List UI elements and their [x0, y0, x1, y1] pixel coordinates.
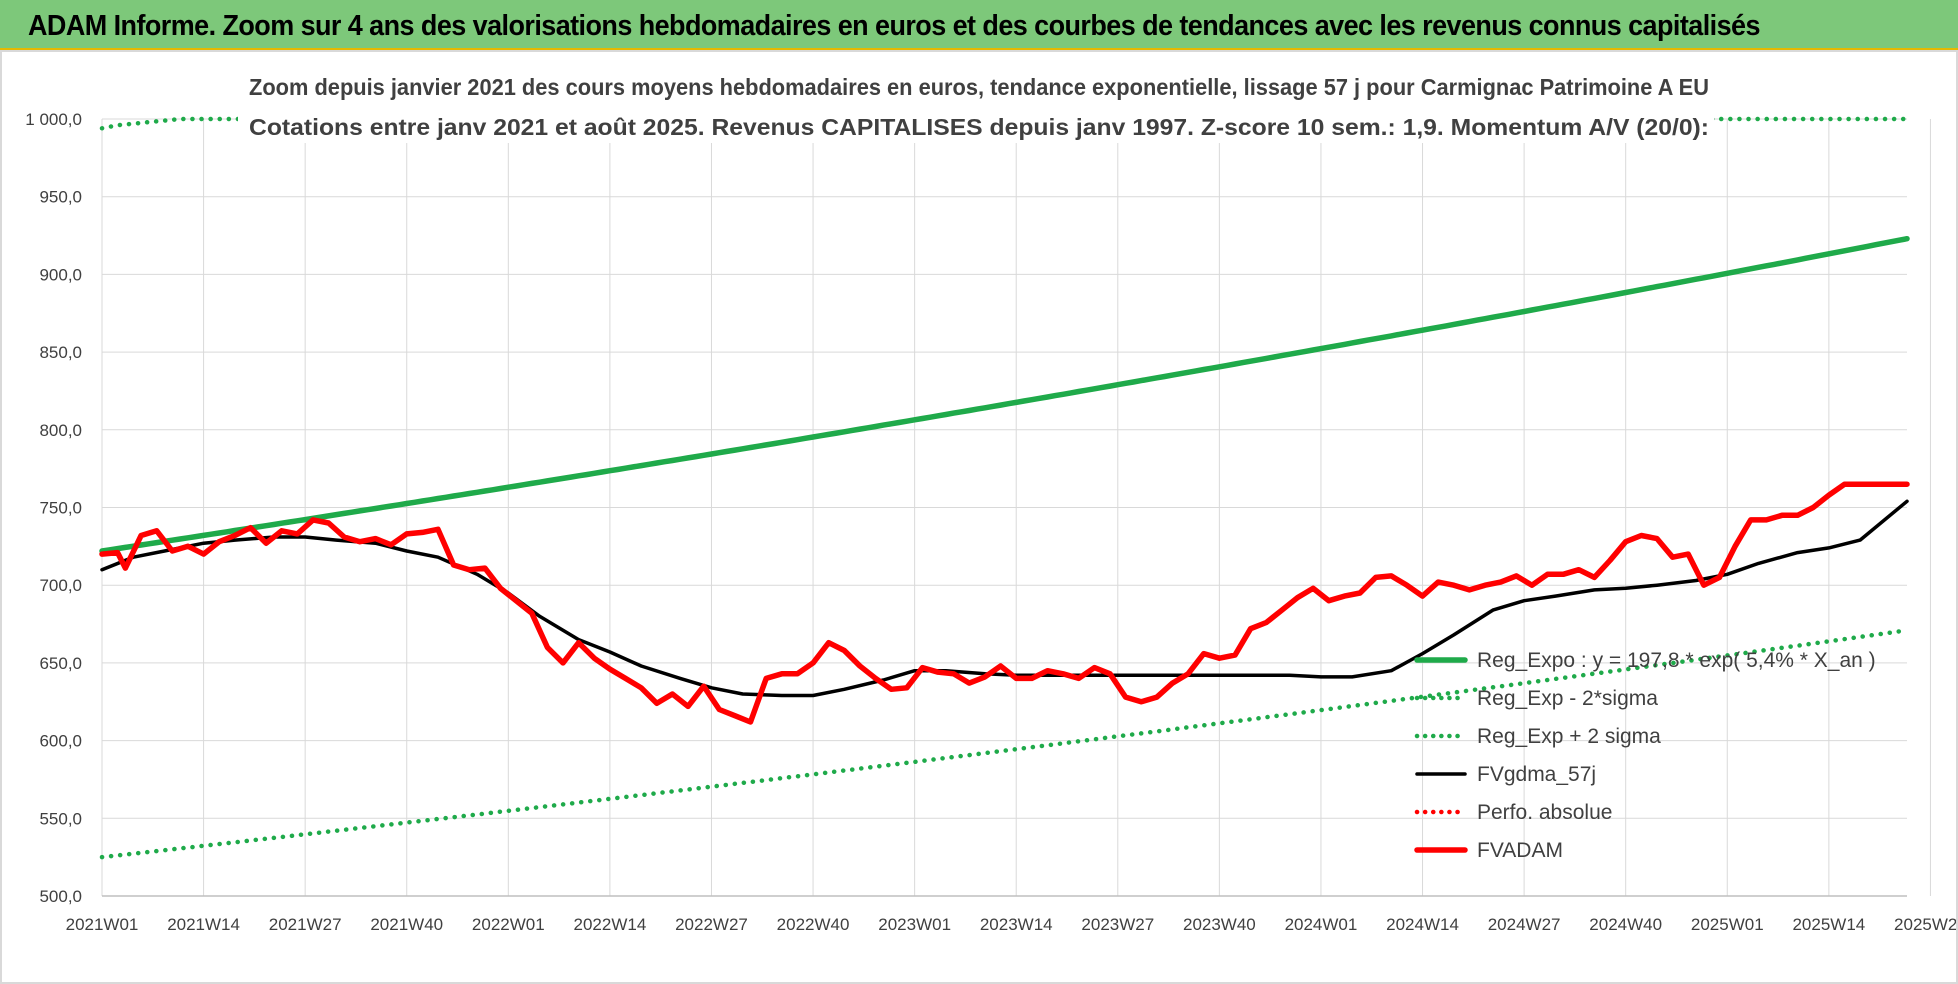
chart-title-line: Zoom depuis janvier 2021 des cours moyen…	[249, 74, 1709, 100]
x-tick-label: 2023W01	[878, 915, 951, 934]
x-tick-label: 2023W40	[1183, 915, 1256, 934]
series-line-3	[100, 499, 1909, 698]
x-tick-label: 2021W14	[167, 915, 240, 934]
x-tick-label: 2025W27	[1894, 915, 1956, 934]
legend-label: Reg_Exp - 2*sigma	[1477, 687, 1658, 710]
x-tick-label: 2024W14	[1386, 915, 1459, 934]
x-tick-label: 2021W40	[370, 915, 443, 934]
legend-label: FVADAM	[1477, 839, 1563, 862]
y-tick-label: 600,0	[39, 732, 82, 751]
x-tick-label: 2024W40	[1589, 915, 1662, 934]
chart-frame: 500,0 550,0 600,0 650,0 700,0 750,0 800,0 850,0…	[0, 50, 1958, 984]
x-tick-label: 2024W27	[1488, 915, 1561, 934]
x-tick-label: 2024W01	[1285, 915, 1358, 934]
x-tick-label: 2025W01	[1691, 915, 1764, 934]
y-tick-label: 850,0	[39, 343, 82, 362]
chart-title: Zoom depuis janvier 2021 des cours moyen…	[238, 67, 1714, 143]
y-tick-label: 700,0	[39, 576, 82, 595]
x-tick-label: 2022W01	[472, 915, 545, 934]
chart-legend: Reg_Expo : y = 197,8 * exp( 5,4% * X_an …	[1414, 649, 1876, 862]
report-banner: ADAM Informe. Zoom sur 4 ans des valoris…	[0, 0, 1958, 50]
line-chart: 500,0 550,0 600,0 650,0 700,0 750,0 800,0 850,0…	[25, 67, 1956, 934]
x-axis-labels: 2021W01 2021W14 2021W27 2021W40 2022W01 2022W…	[66, 915, 1956, 934]
y-tick-label: 1 000,0	[25, 110, 82, 129]
legend-label: FVgdma_57j	[1477, 763, 1596, 786]
series-line-5	[99, 481, 1910, 725]
series-line-1	[99, 628, 1910, 860]
x-tick-label: 2022W14	[574, 915, 647, 934]
series-line-0	[99, 235, 1910, 554]
legend-label: Reg_Expo : y = 197,8 * exp( 5,4% * X_an …	[1477, 649, 1876, 672]
x-tick-label: 2021W01	[66, 915, 139, 934]
y-axis-labels: 500,0 550,0 600,0 650,0 700,0 750,0 800,0 850,0…	[25, 110, 82, 906]
x-tick-label: 2023W27	[1081, 915, 1154, 934]
x-tick-label: 2021W27	[269, 915, 342, 934]
legend-label: Perfo. absolue	[1477, 801, 1612, 824]
y-tick-label: 550,0	[39, 809, 82, 828]
title-background	[238, 67, 1714, 103]
x-tick-label: 2023W14	[980, 915, 1053, 934]
y-tick-label: 800,0	[39, 421, 82, 440]
y-tick-label: 500,0	[39, 887, 82, 906]
banner-title: ADAM Informe. Zoom sur 4 ans des valoris…	[28, 10, 1760, 42]
y-tick-label: 650,0	[39, 654, 82, 673]
chart-title-line: Cotations entre janv 2021 et août 2025. …	[249, 114, 1709, 140]
title-background	[238, 107, 1714, 143]
legend-label: Reg_Exp + 2 sigma	[1477, 725, 1661, 748]
y-tick-label: 950,0	[39, 188, 82, 207]
x-tick-label: 2022W40	[777, 915, 850, 934]
y-tick-label: 900,0	[39, 265, 82, 284]
y-tick-label: 750,0	[39, 499, 82, 518]
x-tick-label: 2025W14	[1792, 915, 1865, 934]
x-tick-label: 2022W27	[675, 915, 748, 934]
